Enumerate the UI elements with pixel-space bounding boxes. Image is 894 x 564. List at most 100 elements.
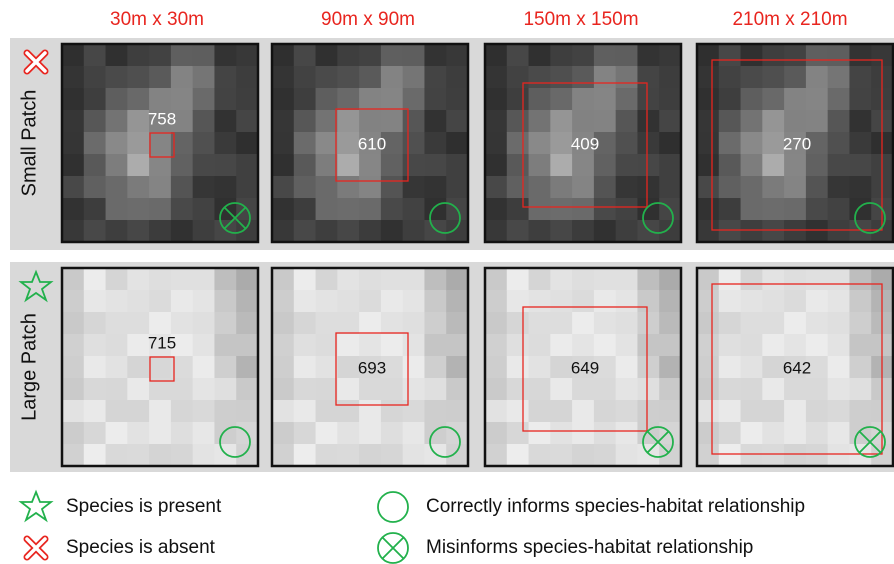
raster-cell	[446, 268, 468, 291]
raster-cell	[106, 154, 128, 177]
raster-cell	[550, 334, 572, 357]
raster-cell	[127, 88, 149, 111]
raster-cell	[236, 268, 258, 291]
raster-cell	[616, 422, 638, 445]
raster-cell	[381, 422, 403, 445]
raster-cell	[446, 334, 468, 357]
raster-cell	[637, 312, 659, 335]
raster-cell	[507, 400, 529, 423]
raster-cell	[806, 110, 828, 133]
raster-cell	[446, 44, 468, 67]
raster-cell	[507, 88, 529, 111]
raster-cell	[550, 268, 572, 291]
raster-cell	[127, 110, 149, 133]
raster-cell	[62, 176, 84, 199]
raster-cell	[446, 356, 468, 379]
raster-cell	[381, 378, 403, 401]
raster-cell	[762, 176, 784, 199]
raster-cell	[272, 400, 294, 423]
raster-cell	[272, 290, 294, 313]
raster-cell	[762, 422, 784, 445]
circle-icon	[378, 492, 408, 522]
raster-cell	[616, 334, 638, 357]
raster-cell	[550, 356, 572, 379]
raster-cell	[806, 378, 828, 401]
raster-cell	[741, 154, 763, 177]
raster-cell	[784, 66, 806, 89]
raster-cell	[697, 268, 719, 291]
raster-cell	[424, 422, 446, 445]
raster-cell	[637, 154, 659, 177]
raster-cell	[84, 444, 106, 467]
raster-cell	[106, 422, 128, 445]
raster-cell	[403, 132, 425, 155]
raster-cell	[762, 290, 784, 313]
raster-cell	[84, 268, 106, 291]
raster-cell	[359, 198, 381, 221]
raster-cell	[828, 154, 850, 177]
raster-cell	[485, 312, 507, 335]
raster-cell	[171, 66, 193, 89]
raster-cell	[741, 198, 763, 221]
raster-cell	[616, 268, 638, 291]
raster-cell	[697, 176, 719, 199]
raster-cell	[424, 154, 446, 177]
raster-cell	[214, 356, 236, 379]
raster-cell	[719, 268, 741, 291]
raster-cell	[106, 44, 128, 67]
raster-cell	[127, 444, 149, 467]
raster-cell	[236, 356, 258, 379]
raster-cell	[171, 422, 193, 445]
raster-cell	[381, 290, 403, 313]
raster-cell	[485, 220, 507, 243]
raster-cell	[806, 444, 828, 467]
raster-cell	[828, 220, 850, 243]
raster-cell	[446, 220, 468, 243]
raster-cell	[171, 400, 193, 423]
raster-cell	[594, 400, 616, 423]
raster-cell	[697, 66, 719, 89]
raster-cell	[424, 444, 446, 467]
cell-value: 758	[148, 109, 176, 128]
raster-cell	[337, 422, 359, 445]
raster-cell	[572, 422, 594, 445]
raster-cell	[193, 198, 215, 221]
raster-cell	[719, 110, 741, 133]
raster-cell	[806, 88, 828, 111]
raster-cell	[741, 400, 763, 423]
raster-cell	[616, 378, 638, 401]
raster-cell	[485, 176, 507, 199]
raster-cell	[637, 110, 659, 133]
raster-cell	[236, 312, 258, 335]
raster-cell	[446, 154, 468, 177]
raster-cell	[127, 422, 149, 445]
raster-cell	[403, 378, 425, 401]
raster-cell	[719, 312, 741, 335]
raster-cell	[193, 378, 215, 401]
raster-cell	[719, 66, 741, 89]
raster-cell	[572, 154, 594, 177]
raster-cell	[149, 356, 171, 379]
raster-cell	[762, 66, 784, 89]
raster-cell	[485, 356, 507, 379]
raster-cell	[294, 290, 316, 313]
raster-cell	[316, 176, 338, 199]
raster-cell	[316, 334, 338, 357]
raster-cell	[659, 154, 681, 177]
raster-cell	[806, 176, 828, 199]
legend-text: Correctly informs species-habitat relati…	[426, 496, 805, 517]
raster-cell	[741, 290, 763, 313]
raster-cell	[316, 66, 338, 89]
raster-cell	[594, 312, 616, 335]
raster-cell	[697, 132, 719, 155]
raster-cell	[550, 132, 572, 155]
raster-cell	[550, 110, 572, 133]
raster-cell	[214, 110, 236, 133]
raster-cell	[529, 268, 551, 291]
raster-cell	[337, 154, 359, 177]
raster-cell	[697, 378, 719, 401]
raster-cell	[193, 444, 215, 467]
cell-value: 642	[783, 358, 811, 377]
raster-cell	[446, 290, 468, 313]
raster-cell	[84, 110, 106, 133]
